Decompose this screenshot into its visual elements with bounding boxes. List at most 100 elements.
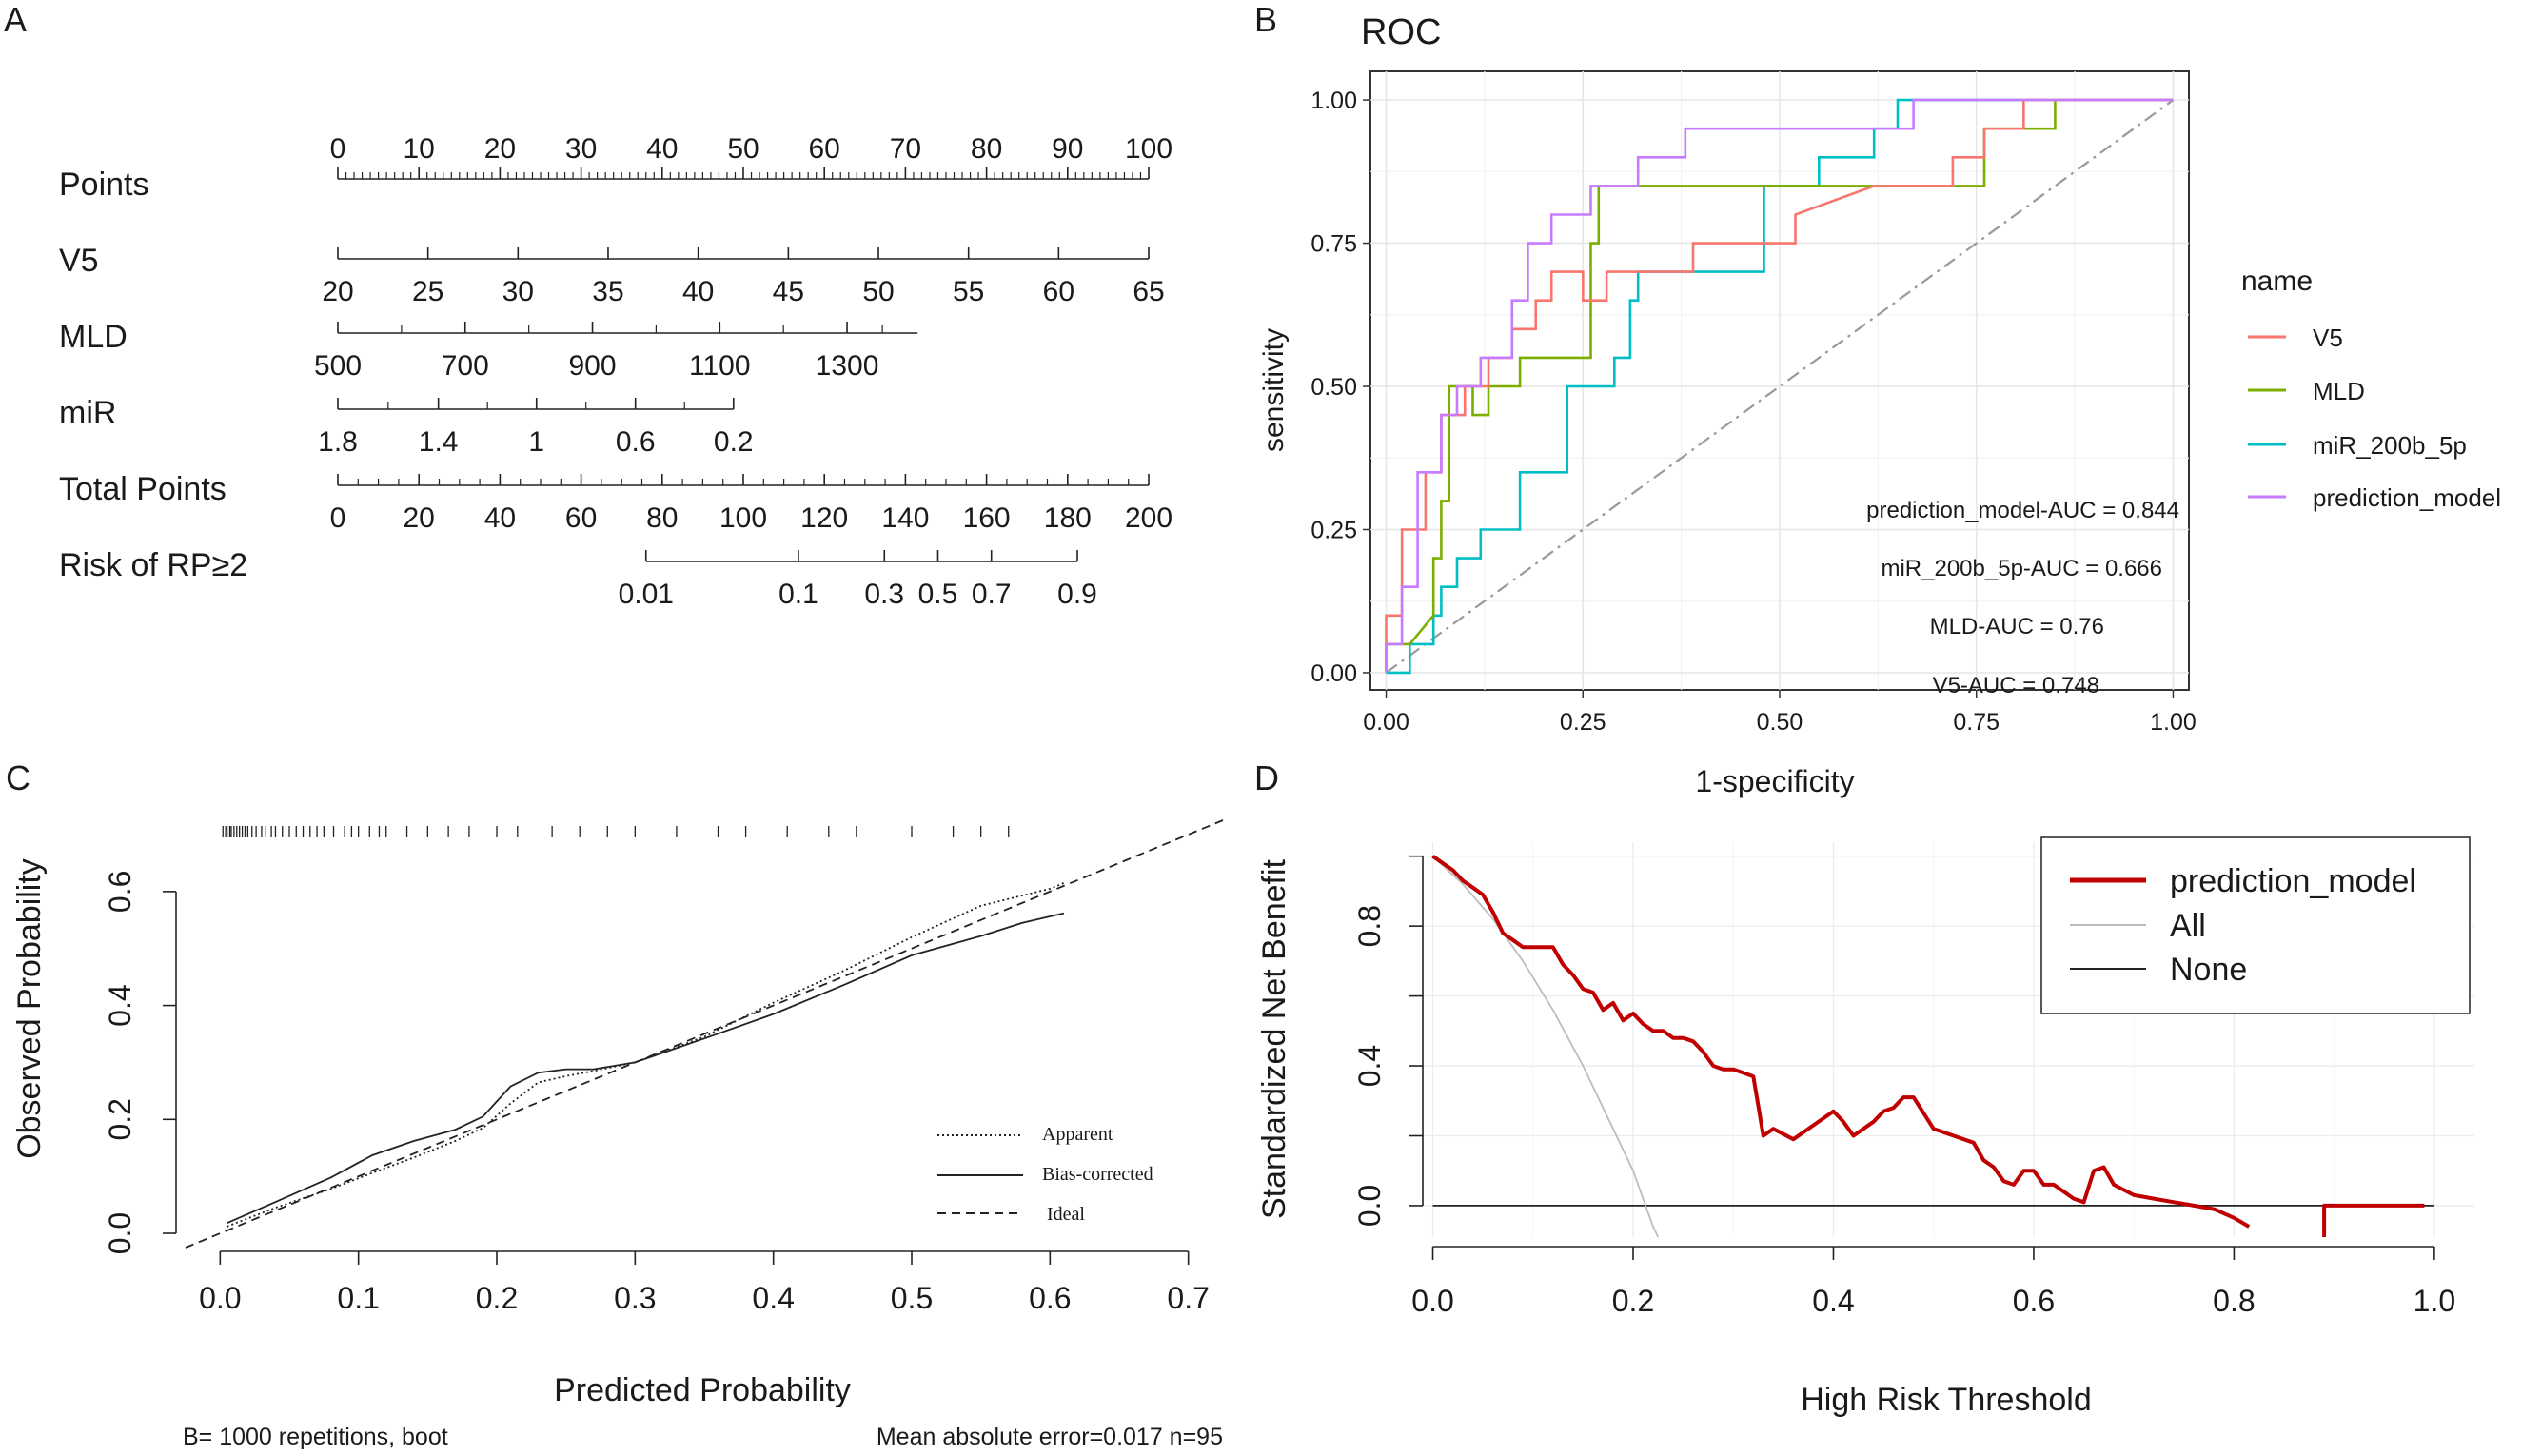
cal-ytick-label: 0.0 <box>103 1212 137 1254</box>
cal-ylabel: Observed Probability <box>11 858 48 1159</box>
roc-line-prediction-model <box>1385 98 2174 673</box>
dca-line-prediction-model <box>1431 855 2251 1229</box>
nomo-tick-label: 0.5 <box>918 579 958 610</box>
nomo-tick-label: 80 <box>971 133 1002 165</box>
roc-auc-mld: MLD-AUC = 0.76 <box>1930 614 2104 639</box>
dca-xtick-label: 1.0 <box>2414 1284 2455 1318</box>
nomo-tick-label: 30 <box>502 276 534 307</box>
nomo-tick-label: 55 <box>953 276 984 307</box>
dca-lines <box>1431 855 2434 1238</box>
dca-xtick-label: 0.4 <box>1812 1284 1854 1318</box>
nomo-tick-label: 900 <box>568 350 616 382</box>
dca-legend-none: None <box>2170 952 2247 988</box>
calibration-panel: 0.0 0.2 0.4 0.6 0.0 0.1 0.2 0.3 0.4 0.5 0.6 0.7 Obs… <box>11 819 1224 1450</box>
panel-label-d: D <box>1254 758 1279 797</box>
dca-xtick-label: 0.0 <box>1411 1284 1453 1318</box>
roc-xtick-label: 0.75 <box>1953 709 2000 736</box>
roc-ytick-label: 0.25 <box>1310 517 1357 543</box>
calibration-rug <box>222 826 1010 837</box>
roc-line-reference <box>1385 99 2175 674</box>
roc-ytick-label: 1.00 <box>1310 88 1357 114</box>
dca-xtick-label: 0.6 <box>2013 1284 2055 1318</box>
cal-xtick-label: 0.4 <box>752 1281 794 1315</box>
nomo-tick-label: 40 <box>484 502 516 534</box>
roc-line-mir-200b-5p <box>1386 98 2174 675</box>
cal-xtick-label: 0.0 <box>199 1281 241 1315</box>
dca-legend-all: All <box>2170 908 2206 944</box>
dca-ytick-label: 0.0 <box>1352 1185 1387 1227</box>
calibration-axes: 0.0 0.2 0.4 0.6 0.0 0.1 0.2 0.3 0.4 0.5 0.6 0.7 <box>103 871 1210 1315</box>
panel-label-c: C <box>6 758 30 797</box>
dca-axes: 0.0 0.4 0.8 0.0 0.2 0.4 0.6 0.8 1.0 <box>1352 855 2455 1318</box>
cal-line-ideal <box>185 819 1224 1249</box>
cal-xtick-label: 0.6 <box>1029 1281 1071 1315</box>
nomo-tick-label: 700 <box>442 350 489 382</box>
cal-line-apparent <box>227 882 1065 1228</box>
nomo-tick-label: 40 <box>682 276 714 307</box>
roc-ytick-label: 0.50 <box>1310 374 1357 401</box>
calibration-legend: Apparent Bias-corrected Ideal <box>937 1124 1153 1225</box>
nomo-tick-label: 65 <box>1133 276 1164 307</box>
roc-legend-title: name <box>2241 266 2313 297</box>
nomo-tick-label: 0.3 <box>864 579 904 610</box>
panel-label-b: B <box>1254 0 1277 39</box>
nomo-tick-label: 0 <box>330 133 346 165</box>
nomo-tick-label: 50 <box>862 276 894 307</box>
nomo-tick-label: 50 <box>727 133 759 165</box>
roc-ytick-label: 0.75 <box>1310 231 1357 258</box>
nomo-tick-label: 0.6 <box>616 426 656 458</box>
nomo-tick-label: 90 <box>1052 133 1083 165</box>
dca-xtick-label: 0.8 <box>2213 1284 2255 1318</box>
dca-line-prediction-model-tail <box>2322 1203 2425 1237</box>
nomo-tick-label: 20 <box>484 133 516 165</box>
nomo-label-total-points: Total Points <box>59 471 227 507</box>
nomo-tick-label: 10 <box>404 133 435 165</box>
nomo-label-mir: miR <box>59 395 116 431</box>
roc-xtick-label: 0.00 <box>1363 709 1409 736</box>
cal-footer-right: Mean absolute error=0.017 n=95 <box>877 1424 1223 1450</box>
roc-auc-pred: prediction_model-AUC = 0.844 <box>1866 498 2179 523</box>
nomo-tick-label: 80 <box>646 502 678 534</box>
dca-ylabel: Standardized Net Benefit <box>1256 858 1292 1219</box>
roc-legend-mld: MLD <box>2313 377 2365 405</box>
nomo-tick-label: 1.4 <box>419 426 459 458</box>
cal-legend-bias: Bias-corrected <box>1042 1164 1153 1185</box>
panel-label-a: A <box>4 0 27 39</box>
roc-ticks: 0.00 0.25 0.50 0.75 1.00 0.00 0.25 0.50 0.75 1.00 <box>1310 88 2196 736</box>
roc-auc-v5: V5-AUC = 0.748 <box>1933 673 2099 698</box>
cal-xtick-label: 0.3 <box>614 1281 656 1315</box>
nomo-tick-label: 140 <box>881 502 929 534</box>
nomo-tick-label: 25 <box>412 276 443 307</box>
roc-ylabel: sensitivity <box>1258 328 1290 452</box>
roc-lines <box>1385 98 2175 675</box>
cal-legend-apparent: Apparent <box>1042 1124 1113 1145</box>
nomo-tick-label: 120 <box>800 502 848 534</box>
nomo-tick-label: 0.7 <box>972 579 1012 610</box>
nomo-tick-label: 0 <box>330 502 346 534</box>
roc-xtick-label: 1.00 <box>2150 709 2197 736</box>
nomo-tick-label: 0.2 <box>714 426 754 458</box>
cal-legend-ideal: Ideal <box>1047 1204 1085 1225</box>
cal-xtick-label: 0.2 <box>476 1281 518 1315</box>
roc-legend-v5: V5 <box>2313 324 2343 352</box>
roc-legend-pred: prediction_model <box>2313 483 2501 512</box>
nomo-tick-label: 0.01 <box>619 579 674 610</box>
dca-legend-pred: prediction_model <box>2170 863 2416 899</box>
nomo-tick-label: 1300 <box>816 350 879 382</box>
nomo-tick-label: 160 <box>963 502 1011 534</box>
nomo-tick-label: 0.9 <box>1057 579 1097 610</box>
nomo-tick-label: 0.1 <box>778 579 818 610</box>
roc-xtick-label: 0.25 <box>1560 709 1606 736</box>
nomo-tick-label: 180 <box>1044 502 1092 534</box>
cal-ytick-label: 0.6 <box>103 871 137 913</box>
cal-ytick-label: 0.4 <box>103 984 137 1026</box>
nomo-tick-label: 1 <box>528 426 544 458</box>
cal-line-bias-corrected <box>227 912 1065 1225</box>
roc-legend: name V5 MLD miR_200b_5p prediction_model <box>2241 266 2501 512</box>
cal-xlabel: Predicted Probability <box>554 1372 851 1408</box>
nomo-label-risk-of-rp-2: Risk of RP≥2 <box>59 547 247 583</box>
dca-legend: prediction_model All None <box>2040 836 2471 1014</box>
dca-ytick-label: 0.8 <box>1352 905 1387 947</box>
nomo-tick-label: 100 <box>719 502 767 534</box>
